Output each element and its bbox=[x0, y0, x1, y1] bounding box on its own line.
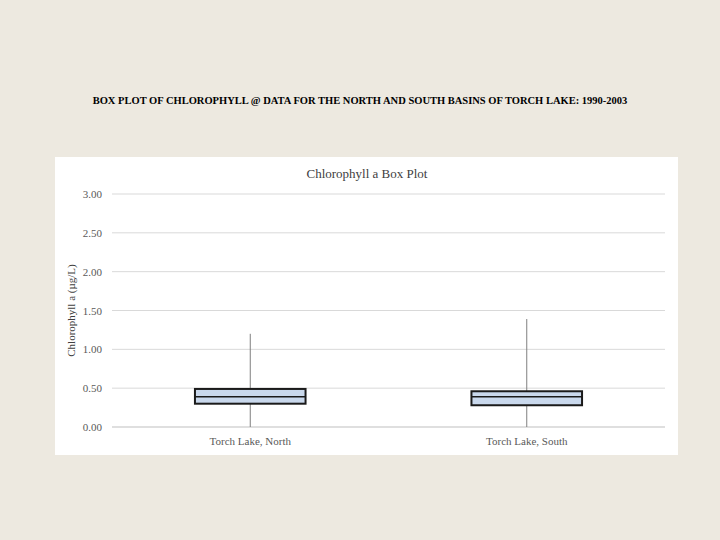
plot-marks bbox=[195, 319, 582, 427]
y-axis: 0.00 0.50 1.00 1.50 2.00 2.50 3.00 bbox=[83, 188, 665, 433]
grid-line bbox=[112, 194, 665, 195]
grid-line bbox=[112, 232, 665, 233]
chart-title: Chlorophyll a Box Plot bbox=[307, 166, 428, 181]
grid-line bbox=[112, 310, 665, 311]
x-tick-label: Torch Lake, South bbox=[486, 435, 568, 447]
grid-line bbox=[112, 271, 665, 272]
chart-area bbox=[55, 157, 678, 455]
y-tick-label: 2.00 bbox=[83, 266, 103, 278]
page-heading: BOX PLOT OF CHLOROPHYLL @ DATA FOR THE N… bbox=[93, 95, 628, 106]
box bbox=[471, 391, 582, 405]
median-line bbox=[195, 396, 306, 398]
box bbox=[195, 389, 306, 404]
y-axis-line bbox=[112, 194, 113, 427]
grid-line bbox=[112, 349, 665, 350]
y-tick-label: 0.50 bbox=[83, 382, 103, 394]
y-tick-label: 3.00 bbox=[83, 188, 103, 200]
y-axis-label: Chlorophyll a (µg/L) bbox=[65, 264, 78, 357]
x-tick-label: Torch Lake, North bbox=[210, 435, 292, 447]
y-tick-label: 0.00 bbox=[83, 421, 103, 433]
lower-whisker bbox=[526, 405, 527, 427]
y-tick-label: 2.50 bbox=[83, 227, 103, 239]
y-tick-label: 1.50 bbox=[83, 305, 103, 317]
upper-whisker bbox=[250, 334, 251, 389]
grid-line bbox=[112, 427, 665, 428]
y-tick-label: 1.00 bbox=[83, 343, 103, 355]
median-line bbox=[471, 396, 582, 398]
upper-whisker bbox=[526, 319, 527, 391]
lower-whisker bbox=[250, 404, 251, 427]
